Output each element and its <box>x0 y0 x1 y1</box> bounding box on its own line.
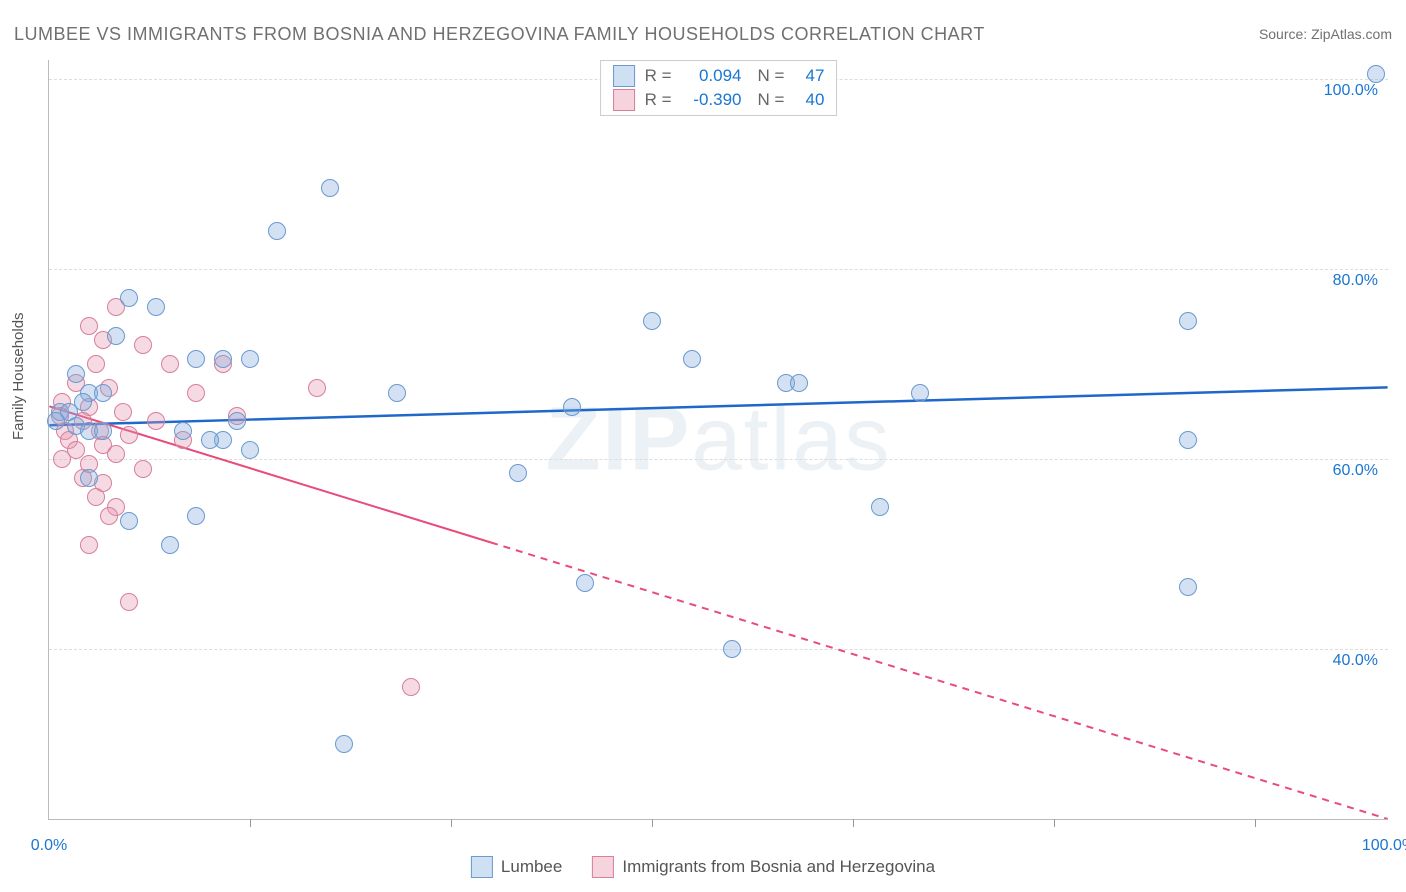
watermark: ZIPatlas <box>545 388 891 491</box>
data-point <box>268 222 286 240</box>
data-point <box>147 298 165 316</box>
legend-swatch <box>613 65 635 87</box>
plot-area: ZIPatlas 40.0%60.0%80.0%100.0%0.0%100.0%… <box>48 60 1388 820</box>
data-point <box>241 441 259 459</box>
legend-swatch <box>613 89 635 111</box>
data-point <box>161 536 179 554</box>
data-point <box>335 735 353 753</box>
data-point <box>53 450 71 468</box>
gridline <box>49 459 1388 460</box>
data-point <box>114 403 132 421</box>
data-point <box>134 460 152 478</box>
data-point <box>120 593 138 611</box>
x-tick <box>1054 819 1055 827</box>
chart-container: LUMBEE VS IMMIGRANTS FROM BOSNIA AND HER… <box>0 0 1406 892</box>
correlation-legend-row: R =0.094N =47 <box>613 65 825 87</box>
data-point <box>80 317 98 335</box>
data-point <box>509 464 527 482</box>
data-point <box>683 350 701 368</box>
data-point <box>321 179 339 197</box>
chart-title: LUMBEE VS IMMIGRANTS FROM BOSNIA AND HER… <box>14 24 985 45</box>
data-point <box>790 374 808 392</box>
data-point <box>388 384 406 402</box>
legend-label-bosnia: Immigrants from Bosnia and Herzegovina <box>622 857 935 877</box>
data-point <box>187 507 205 525</box>
data-point <box>187 384 205 402</box>
y-tick-label: 100.0% <box>1324 82 1378 100</box>
y-tick-label: 80.0% <box>1333 272 1378 290</box>
data-point <box>402 678 420 696</box>
legend-swatch-bosnia <box>592 856 614 878</box>
data-point <box>120 289 138 307</box>
data-point <box>94 384 112 402</box>
gridline <box>49 649 1388 650</box>
gridline <box>49 269 1388 270</box>
data-point <box>100 507 118 525</box>
data-point <box>723 640 741 658</box>
source-attribution: Source: ZipAtlas.com <box>1259 26 1392 42</box>
data-point <box>87 488 105 506</box>
data-point <box>47 412 65 430</box>
data-point <box>201 431 219 449</box>
y-axis-label: Family Households <box>10 312 27 440</box>
data-point <box>576 574 594 592</box>
data-point <box>134 336 152 354</box>
x-tick-label-right: 100.0% <box>1362 837 1406 855</box>
data-point <box>94 422 112 440</box>
data-point <box>1179 312 1197 330</box>
correlation-legend: R =0.094N =47R =-0.390N =40 <box>600 60 838 116</box>
data-point <box>80 536 98 554</box>
legend-item-bosnia: Immigrants from Bosnia and Herzegovina <box>592 856 935 878</box>
data-point <box>107 445 125 463</box>
data-point <box>187 350 205 368</box>
data-point <box>107 327 125 345</box>
data-point <box>1179 431 1197 449</box>
data-point <box>871 498 889 516</box>
x-tick <box>451 819 452 827</box>
data-point <box>80 469 98 487</box>
x-tick-label-left: 0.0% <box>31 837 67 855</box>
data-point <box>228 412 246 430</box>
data-point <box>161 355 179 373</box>
data-point <box>67 365 85 383</box>
legend-item-lumbee: Lumbee <box>471 856 562 878</box>
correlation-legend-row: R =-0.390N =40 <box>613 89 825 111</box>
x-tick <box>1255 819 1256 827</box>
data-point <box>214 350 232 368</box>
data-point <box>241 350 259 368</box>
data-point <box>87 355 105 373</box>
y-tick-label: 60.0% <box>1333 462 1378 480</box>
legend-swatch-lumbee <box>471 856 493 878</box>
x-tick <box>853 819 854 827</box>
data-point <box>1367 65 1385 83</box>
y-tick-label: 40.0% <box>1333 652 1378 670</box>
data-point <box>174 422 192 440</box>
data-point <box>911 384 929 402</box>
bottom-legend: Lumbee Immigrants from Bosnia and Herzeg… <box>471 856 935 878</box>
data-point <box>563 398 581 416</box>
x-tick <box>250 819 251 827</box>
data-point <box>147 412 165 430</box>
data-point <box>308 379 326 397</box>
data-point <box>1179 578 1197 596</box>
legend-label-lumbee: Lumbee <box>501 857 562 877</box>
x-tick <box>652 819 653 827</box>
data-point <box>120 426 138 444</box>
data-point <box>120 512 138 530</box>
data-point <box>643 312 661 330</box>
